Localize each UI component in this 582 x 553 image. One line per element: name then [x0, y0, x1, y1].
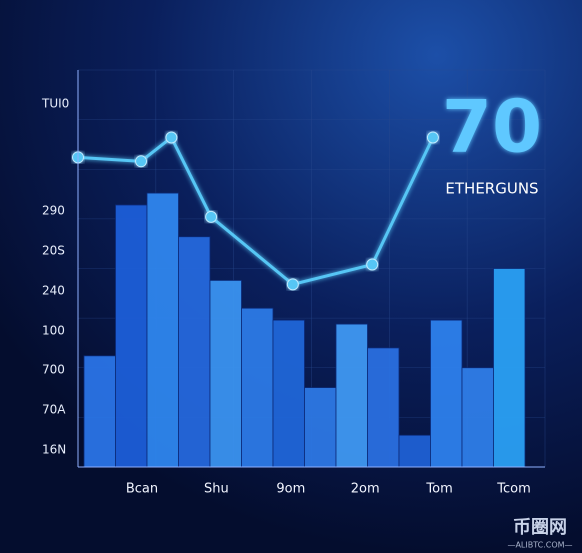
y-tick-label: 20S: [42, 244, 65, 258]
x-tick-label: Tom: [425, 482, 452, 497]
y-tick-label: 100: [42, 324, 65, 338]
x-tick-label: 2om: [351, 482, 380, 497]
point: [205, 210, 218, 223]
bar: [178, 236, 211, 468]
bar: [398, 434, 431, 468]
point: [366, 258, 379, 271]
y-tick-label: TUI0: [41, 97, 69, 111]
y-tick-label: 70A: [42, 403, 66, 417]
x-tick-label: Bcan: [126, 482, 158, 497]
point: [286, 278, 299, 291]
y-tick-label: 290: [42, 204, 65, 218]
bar: [209, 280, 242, 468]
bars: [83, 192, 526, 468]
watermark-title: 币圈网: [513, 517, 567, 538]
bar: [241, 307, 274, 468]
point: [135, 155, 148, 168]
annotation: ETHERGUNS: [445, 180, 538, 198]
point: [426, 131, 439, 144]
y-tick-label: 700: [42, 363, 65, 377]
bar: [461, 367, 494, 468]
big-number: 70: [442, 85, 542, 169]
point: [165, 131, 178, 144]
bar: [430, 319, 463, 468]
bar: [367, 347, 400, 468]
x-tick-label: Tcom: [496, 482, 531, 497]
bar: [83, 355, 116, 468]
bar: [335, 323, 368, 468]
y-tick-label: 16N: [42, 443, 66, 457]
y-tick-label: 240: [42, 284, 65, 298]
watermark-url: —ALIBTC.COM—: [507, 541, 572, 550]
bar: [146, 192, 179, 468]
bar: [304, 387, 337, 468]
bar: [272, 319, 305, 468]
bar: [493, 268, 526, 468]
bar: [115, 204, 148, 468]
x-tick-label: Shu: [204, 482, 229, 497]
x-tick-label: 9om: [276, 482, 305, 497]
